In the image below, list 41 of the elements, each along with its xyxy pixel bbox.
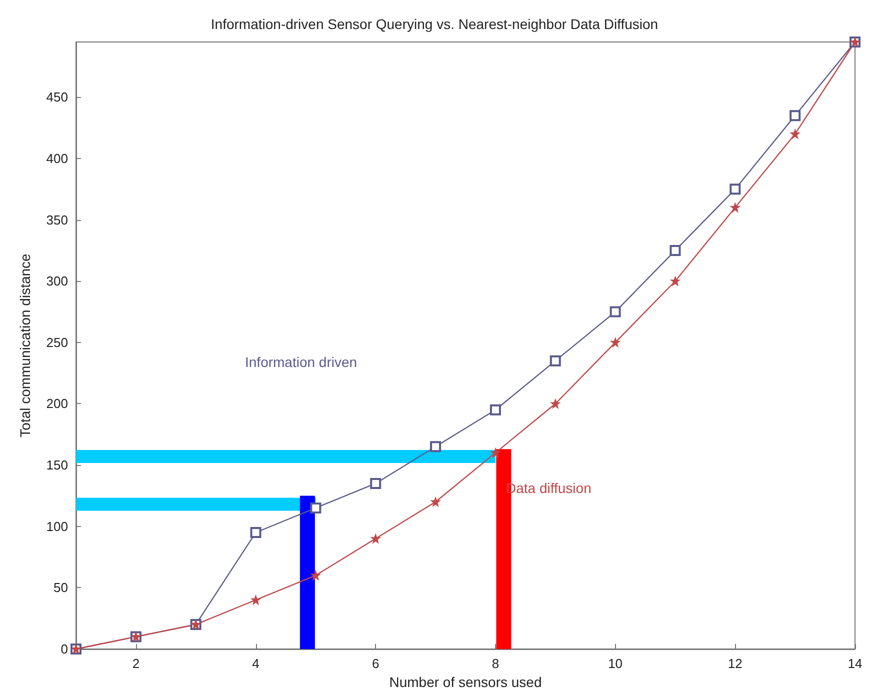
x-tick-label: 14 [848,656,862,671]
y-tick-label: 0 [60,642,68,656]
point [311,570,320,580]
point [550,355,561,366]
point [251,595,260,604]
point [610,306,621,318]
point [490,448,500,458]
x-tick-label: 8 [492,656,500,671]
point [670,276,680,286]
y-tick-label: 150 [46,458,68,473]
x-axis-title: Number of sensors used [389,674,542,690]
point [430,441,442,452]
x-tick-label: 6 [372,656,380,671]
point [310,502,322,514]
y-tick-label: 200 [46,396,68,412]
point [250,527,262,538]
point [790,110,801,122]
point [431,497,440,506]
y-tick-label: 100 [46,518,68,534]
x-tick-label: 12 [728,656,742,671]
point [790,129,800,138]
point [670,244,681,256]
y-tick-label: 250 [46,334,68,350]
y-tick-label: 450 [46,90,68,105]
point [371,534,380,544]
point [550,399,560,408]
y-axis-title: Total communication distance [17,253,33,438]
y-tick-label: 50 [54,580,68,596]
point [370,478,382,489]
text: Information driven [245,354,358,370]
point [490,404,501,416]
chart-title: Information-driven Sensor Querying vs. Nearest-neighbor Data Diffusion [210,16,658,32]
x-tick-label: 10 [608,656,623,671]
x-tick-label: 2 [132,656,140,671]
x-tick-label: 4 [252,656,260,671]
y-tick-label: 400 [46,150,68,166]
point [610,338,620,347]
y-tick-label: 350 [46,212,68,228]
y-tick-label: 300 [46,274,68,289]
point [730,203,740,212]
point [730,184,741,195]
